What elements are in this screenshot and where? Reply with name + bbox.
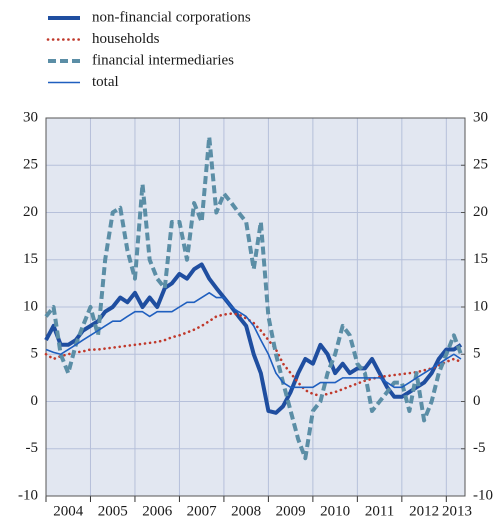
series-line [44, 312, 463, 398]
legend-label: total [92, 74, 119, 90]
y-tick-label: 5 [31, 346, 39, 362]
x-tick-label: 2011 [365, 503, 394, 519]
y2-tick-label: -5 [473, 440, 486, 456]
y2-tick-label: 5 [473, 346, 481, 362]
y-tick-label: -5 [26, 440, 39, 456]
y2-tick-label: 0 [473, 393, 481, 409]
x-tick-label: 2009 [276, 503, 306, 519]
x-tick-label: 2004 [53, 503, 84, 519]
y-tick-label: 10 [23, 298, 38, 314]
x-tick-label: 2012 [409, 503, 439, 519]
y2-tick-label: -10 [473, 487, 493, 503]
x-tick-label: 2006 [142, 503, 173, 519]
x-tick-label: 2008 [231, 503, 261, 519]
plot-frame [45, 117, 466, 497]
x-tick-label: 2013 [442, 503, 472, 519]
series-line [44, 134, 463, 461]
y-tick-label: 20 [23, 204, 38, 220]
legend-label: financial intermediaries [92, 52, 234, 68]
y2-tick-label: 15 [473, 251, 488, 267]
y-tick-label: -10 [18, 487, 38, 503]
y2-tick-label: 20 [473, 204, 488, 220]
y2-tick-label: 25 [473, 157, 488, 173]
y-tick-label: 30 [23, 109, 38, 125]
legend-label: households [92, 31, 160, 47]
x-tick-label: 2007 [187, 503, 218, 519]
series-line [44, 262, 463, 415]
series-line [45, 292, 462, 389]
y-tick-label: 0 [31, 393, 39, 409]
legend-label: non-financial corporations [92, 9, 251, 25]
x-tick-label: 2010 [320, 503, 350, 519]
x-tick-label: 2005 [98, 503, 128, 519]
y-tick-label: 25 [23, 157, 38, 173]
y2-tick-label: 30 [473, 109, 488, 125]
y-tick-label: 15 [23, 251, 38, 267]
y2-tick-label: 10 [473, 298, 488, 314]
